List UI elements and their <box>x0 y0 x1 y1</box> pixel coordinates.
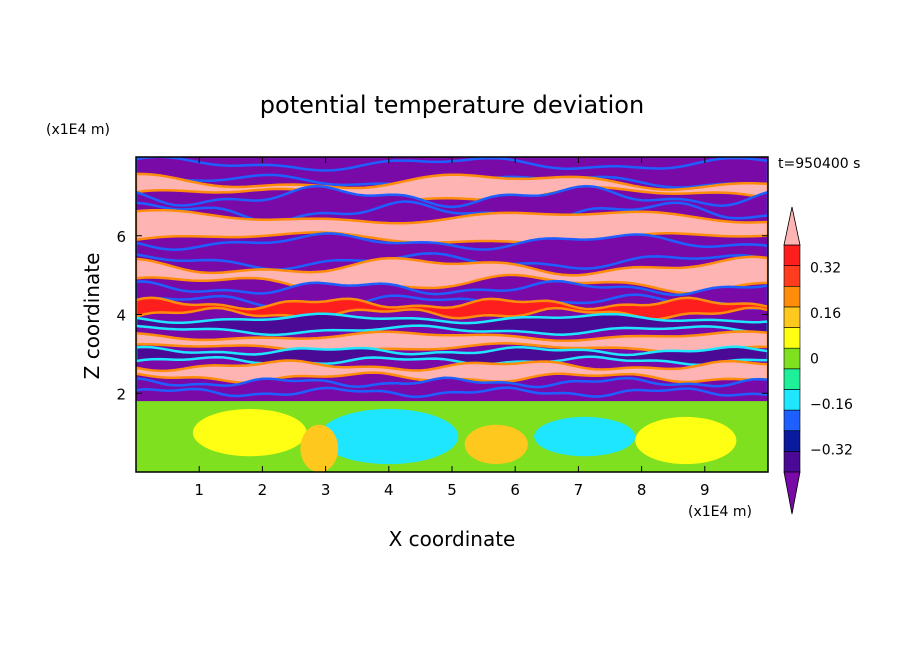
contour-band <box>136 296 768 321</box>
lower-blob <box>534 416 636 457</box>
contour-band <box>136 359 768 385</box>
y-tick-label: 2 <box>116 385 126 403</box>
lower-blob <box>192 409 307 457</box>
time-label: t=950400 s <box>778 156 860 172</box>
contour-band <box>136 312 768 337</box>
colorbar-segment <box>783 430 801 452</box>
x-tick-label: 1 <box>194 481 204 499</box>
x-tick-label: 8 <box>637 481 647 499</box>
contour-band <box>136 232 768 271</box>
lower-blob <box>464 424 528 465</box>
y-axis-label: Z coordinate <box>80 253 104 380</box>
colorbar-tick-label: −0.32 <box>810 442 853 458</box>
x-axis-ticks: 1 2 3 4 5 6 7 8 9 <box>194 157 710 499</box>
x-tick-label: 4 <box>384 481 394 499</box>
colorbar-under-arrow <box>783 471 801 515</box>
colorbar-segment <box>783 285 801 308</box>
colorbar-segment <box>783 368 801 390</box>
x-unit-label: (x1E4 m) <box>688 504 752 520</box>
y-unit-label: (x1E4 m) <box>46 122 110 138</box>
contour-bands <box>136 157 768 472</box>
colorbar-over-arrow <box>783 206 801 246</box>
x-tick-label: 9 <box>700 481 710 499</box>
lower-blob <box>300 424 339 472</box>
x-tick-label: 3 <box>321 481 331 499</box>
colorbar-segment <box>783 265 801 287</box>
contour-band <box>136 184 768 224</box>
contour-band <box>136 157 768 189</box>
contour-band <box>136 376 768 399</box>
colorbar-segment <box>783 389 801 411</box>
x-tick-label: 5 <box>447 481 457 499</box>
lower-blob <box>319 409 459 465</box>
x-tick-label: 7 <box>574 481 584 499</box>
colorbar-tick-label: −0.16 <box>810 397 853 413</box>
chart-title: potential temperature deviation <box>260 91 644 119</box>
y-axis-ticks: 2 4 6 <box>116 228 768 403</box>
y-tick-label: 4 <box>116 307 126 325</box>
colorbar-tick-label: 0.32 <box>810 261 841 277</box>
colorbar-segment <box>783 327 801 349</box>
colorbar-segment <box>783 409 801 432</box>
x-tick-label: 2 <box>258 481 268 499</box>
colorbar: 0.32 0.16 0 −0.16 −0.32 <box>783 206 853 515</box>
colorbar-tick-label: 0.16 <box>810 306 841 322</box>
colorbar-segment <box>783 451 801 473</box>
colorbar-tick-label: 0 <box>810 352 819 368</box>
colorbar-segment <box>783 347 801 370</box>
x-tick-label: 6 <box>510 481 520 499</box>
y-tick-label: 6 <box>116 228 126 246</box>
x-axis-label: X coordinate <box>389 527 516 551</box>
colorbar-segment <box>783 306 801 328</box>
colorbar-segment <box>783 244 801 266</box>
contour-field <box>136 157 768 472</box>
lower-blob <box>635 416 737 465</box>
